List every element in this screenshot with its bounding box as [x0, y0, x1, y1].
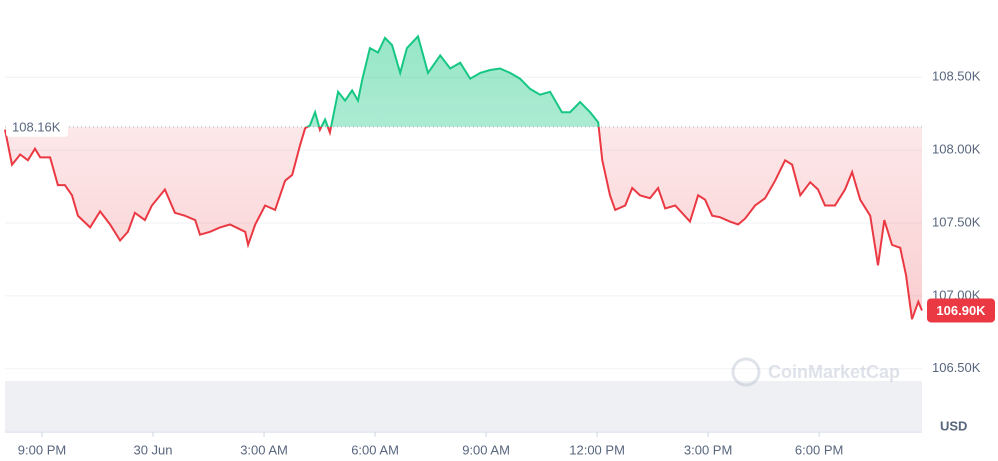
area-up — [307, 36, 599, 127]
x-tick-label: 3:00 PM — [684, 442, 732, 457]
baseline-label-box — [6, 116, 68, 137]
volume-band — [5, 381, 922, 431]
current-price-label: 106.90K — [936, 303, 986, 318]
y-tick-label: 108.00K — [932, 142, 981, 157]
price-line-down — [4, 126, 923, 320]
x-tick-label: 6:00 PM — [795, 442, 843, 457]
x-tick-label: 9:00 PM — [18, 442, 66, 457]
x-tick-label: 12:00 PM — [569, 442, 625, 457]
area-down — [5, 126, 922, 320]
watermark: CoinMarketCap — [731, 357, 900, 387]
y-tick-label: 106.50K — [932, 360, 981, 375]
x-tick-label: 3:00 AM — [240, 442, 288, 457]
baseline-label: 108.16K — [12, 119, 61, 134]
x-tick-label: 9:00 AM — [462, 442, 510, 457]
current-price-badge — [927, 298, 995, 323]
x-tick-label: 6:00 AM — [351, 442, 399, 457]
y-tick-label: 107.50K — [932, 214, 981, 229]
y-tick-label: 108.50K — [932, 69, 981, 84]
watermark-text: CoinMarketCap — [768, 362, 900, 382]
price-line-up — [305, 34, 600, 127]
x-tick-label: 30 Jun — [133, 442, 172, 457]
currency-label: USD — [940, 418, 967, 433]
